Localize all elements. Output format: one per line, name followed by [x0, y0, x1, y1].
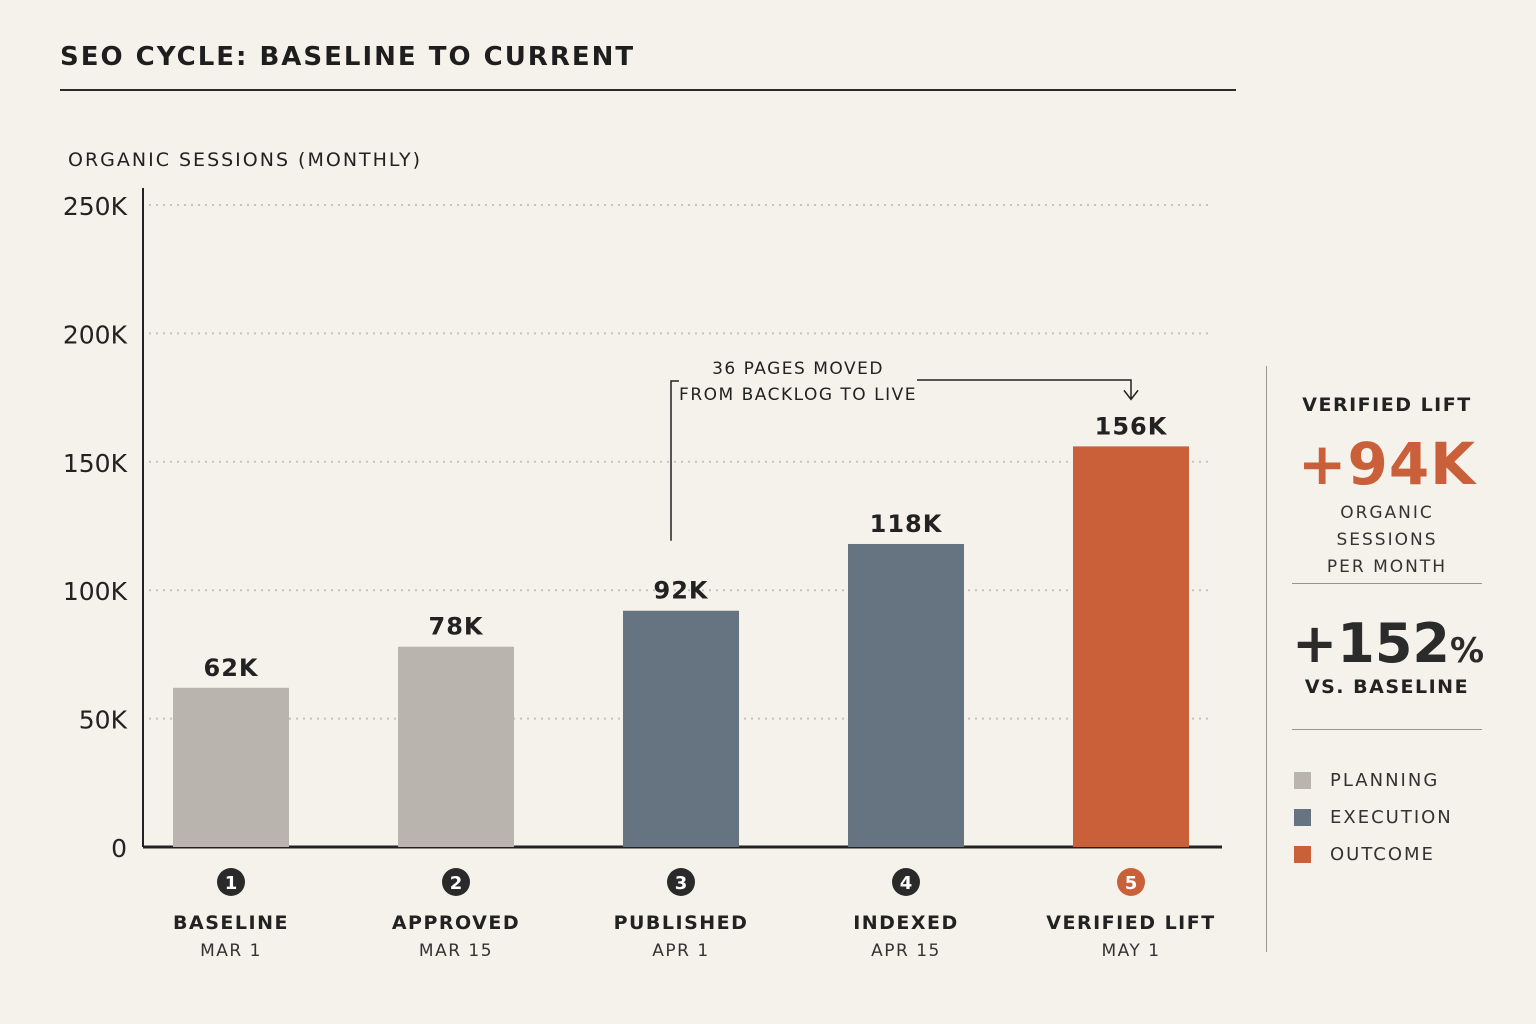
percent-sign: % — [1449, 631, 1485, 671]
step-number: 4 — [900, 873, 913, 894]
x-tick-date: MAR 1 — [200, 941, 262, 961]
x-tick-label: BASELINE — [173, 912, 289, 934]
annotation-text: 36 PAGES MOVED — [712, 359, 884, 379]
step-badge — [442, 868, 470, 896]
bar-indexed — [848, 543, 964, 847]
legend-swatch-outcome — [1294, 846, 1311, 863]
bar-approved — [398, 646, 514, 847]
x-tick-label: VERIFIED LIFT — [1046, 912, 1215, 934]
step-number: 3 — [675, 873, 688, 894]
bar-verified-lift — [1073, 446, 1189, 847]
step-number: 2 — [450, 873, 463, 894]
x-tick-date: MAR 15 — [419, 941, 493, 961]
data-label: 156K — [1095, 412, 1168, 440]
y-tick-label: 250K — [63, 192, 128, 221]
step-badge — [217, 868, 245, 896]
side-divider — [1266, 366, 1267, 952]
legend-item-planning: PLANNING — [1294, 762, 1453, 799]
percent-change-subtitle: VS. BASELINE — [1304, 676, 1470, 698]
legend-item-outcome: OUTCOME — [1294, 836, 1453, 873]
y-axis-label: ORGANIC SESSIONS (MONTHLY) — [68, 149, 422, 171]
data-label: 78K — [429, 613, 484, 641]
annotation-arrow-line — [917, 379, 1132, 399]
x-tick-date: MAY 1 — [1101, 941, 1160, 961]
step-badge — [667, 868, 695, 896]
annotation-text: FROM BACKLOG TO LIVE — [679, 385, 917, 405]
step-badge — [1117, 868, 1145, 896]
y-tick-label: 150K — [63, 449, 128, 478]
step-number: 5 — [1125, 873, 1138, 894]
x-tick-label: PUBLISHED — [614, 912, 749, 934]
y-tick-label: 0 — [111, 834, 127, 863]
percent-number: +152 — [1292, 612, 1450, 675]
legend-swatch-execution — [1294, 809, 1311, 826]
legend-item-execution: EXECUTION — [1294, 799, 1453, 836]
data-label: 92K — [654, 577, 709, 605]
bar-published — [623, 610, 739, 847]
data-label: 118K — [870, 510, 943, 538]
bar-baseline — [173, 687, 289, 847]
legend-label: PLANNING — [1330, 770, 1440, 791]
y-tick-label: 100K — [63, 577, 128, 606]
lift-sub-line2: PER MONTH — [1326, 557, 1448, 577]
legend-swatch-planning — [1294, 772, 1311, 789]
legend: PLANNING EXECUTION OUTCOME — [1294, 762, 1453, 873]
x-tick-date: APR 15 — [871, 941, 941, 961]
panel-divider — [1292, 729, 1482, 730]
verified-lift-label: VERIFIED LIFT — [1302, 394, 1472, 416]
verified-lift-value: +94K — [1297, 430, 1477, 498]
x-tick-label: APPROVED — [392, 912, 520, 934]
annotation-arrowhead — [1123, 389, 1139, 401]
legend-label: EXECUTION — [1330, 807, 1453, 828]
chart-title: SEO CYCLE: BASELINE TO CURRENT — [60, 42, 636, 72]
title-rule — [60, 89, 1236, 91]
annotation-leader — [670, 380, 679, 541]
data-label: 62K — [204, 654, 259, 682]
x-tick-date: APR 1 — [652, 941, 709, 961]
legend-label: OUTCOME — [1330, 844, 1435, 865]
x-tick-label: INDEXED — [853, 912, 959, 934]
percent-change-value: +152% — [1292, 612, 1485, 675]
y-tick-label: 50K — [79, 706, 128, 735]
step-number: 1 — [225, 873, 238, 894]
bar-chart: ORGANIC SESSIONS (MONTHLY) 0 50K 100K 150K 20… — [63, 149, 1222, 961]
panel-divider — [1292, 583, 1482, 584]
lift-sub-line1: ORGANIC SESSIONS — [1336, 503, 1438, 550]
y-tick-label: 200K — [63, 320, 128, 349]
verified-lift-subtitle: ORGANIC SESSIONS PER MONTH — [1292, 500, 1482, 581]
step-badge — [892, 868, 920, 896]
